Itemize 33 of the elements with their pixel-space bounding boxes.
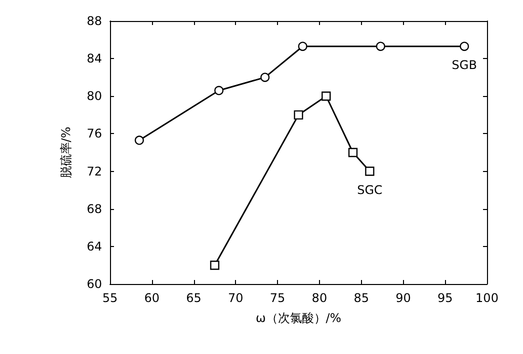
y-tick-label: 68 — [86, 202, 102, 216]
y-tick-label: 60 — [86, 277, 102, 291]
x-tick-label: 95 — [437, 291, 453, 305]
y-tick-label: 76 — [86, 126, 102, 141]
series-label: SGC — [357, 182, 382, 197]
y-tick-label: 64 — [86, 239, 102, 254]
x-tick-label: 75 — [270, 291, 286, 305]
y-tick-label: 88 — [86, 14, 102, 28]
point — [298, 42, 308, 51]
y-tick-label: 72 — [86, 164, 102, 178]
point — [348, 148, 358, 158]
point — [210, 260, 220, 270]
point — [322, 92, 331, 101]
y-tick-label: 80 — [86, 89, 102, 104]
y-axis-title: 脱硫率/% — [59, 126, 73, 178]
x-tick-label: 100 — [476, 291, 498, 305]
x-tick-label: 90 — [396, 291, 411, 305]
x-tick-label: 60 — [144, 291, 160, 305]
legend-label: SGB — [452, 58, 477, 72]
point — [460, 42, 469, 51]
point — [294, 110, 304, 120]
x-tick-label: 65 — [186, 291, 202, 305]
point — [260, 72, 270, 82]
point — [365, 166, 374, 176]
x-tick-label: 80 — [312, 291, 328, 305]
y-tick-label: 84 — [86, 52, 102, 66]
x-tick-label: 85 — [354, 291, 369, 305]
x-axis-title: ω（次氯酸）/% — [256, 311, 342, 325]
point — [134, 136, 144, 145]
x-tick-label: 70 — [228, 291, 244, 305]
point — [376, 42, 386, 51]
x-tick-label: 55 — [102, 291, 118, 305]
point — [214, 86, 224, 96]
